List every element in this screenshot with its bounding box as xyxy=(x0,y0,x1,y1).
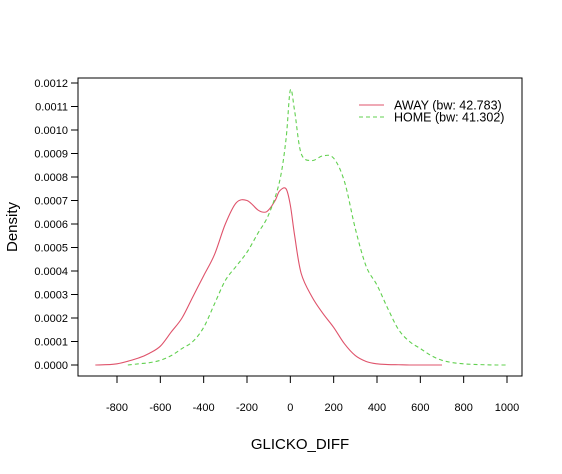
x-tick-label: 600 xyxy=(411,402,429,414)
legend: AWAY (bw: 42.783)HOME (bw: 41.302) xyxy=(359,99,504,125)
legend-home-label: HOME (bw: 41.302) xyxy=(394,111,504,125)
x-tick-label: -600 xyxy=(149,402,171,414)
y-axis-title: Density xyxy=(4,201,21,252)
y-tick-label: 0.0012 xyxy=(34,78,68,90)
y-tick-label: 0.0003 xyxy=(34,290,68,302)
y-tick-label: 0.0002 xyxy=(34,313,68,325)
y-tick-label: 0.0007 xyxy=(34,196,68,208)
x-tick-label: -400 xyxy=(193,402,215,414)
x-tick-label: 400 xyxy=(368,402,386,414)
y-axis: 0.0000 0.0001 0.0002 0.0003 0.0004 0.0005 0.00… xyxy=(34,78,79,372)
away-density-line xyxy=(95,187,442,366)
x-axis-title: GLICKO_DIFF xyxy=(251,436,349,453)
x-tick-label: -800 xyxy=(106,402,128,414)
y-tick-label: 0.0004 xyxy=(34,266,68,278)
y-tick-label: 0.0009 xyxy=(34,149,68,161)
x-tick-label: 800 xyxy=(454,402,472,414)
y-tick-label: 0.0001 xyxy=(34,337,68,349)
x-tick-label: 200 xyxy=(324,402,342,414)
x-tick-label: 0 xyxy=(287,402,293,414)
y-tick-label: 0.0005 xyxy=(34,243,68,255)
series-layer xyxy=(95,88,507,366)
y-tick-label: 0.0008 xyxy=(34,172,68,184)
y-tick-label: 0.0010 xyxy=(34,125,68,137)
x-axis: -800 -600 -400 -200 0 200 400 600 800 1000 xyxy=(106,375,519,414)
legend-away-label: AWAY (bw: 42.783) xyxy=(394,99,502,113)
x-tick-label: 1000 xyxy=(495,402,519,414)
x-tick-label: -200 xyxy=(236,402,258,414)
y-tick-label: 0.0011 xyxy=(35,102,68,114)
y-tick-label: 0.0006 xyxy=(34,219,68,231)
home-density-line xyxy=(127,88,507,366)
y-tick-label: 0.0000 xyxy=(34,360,68,372)
